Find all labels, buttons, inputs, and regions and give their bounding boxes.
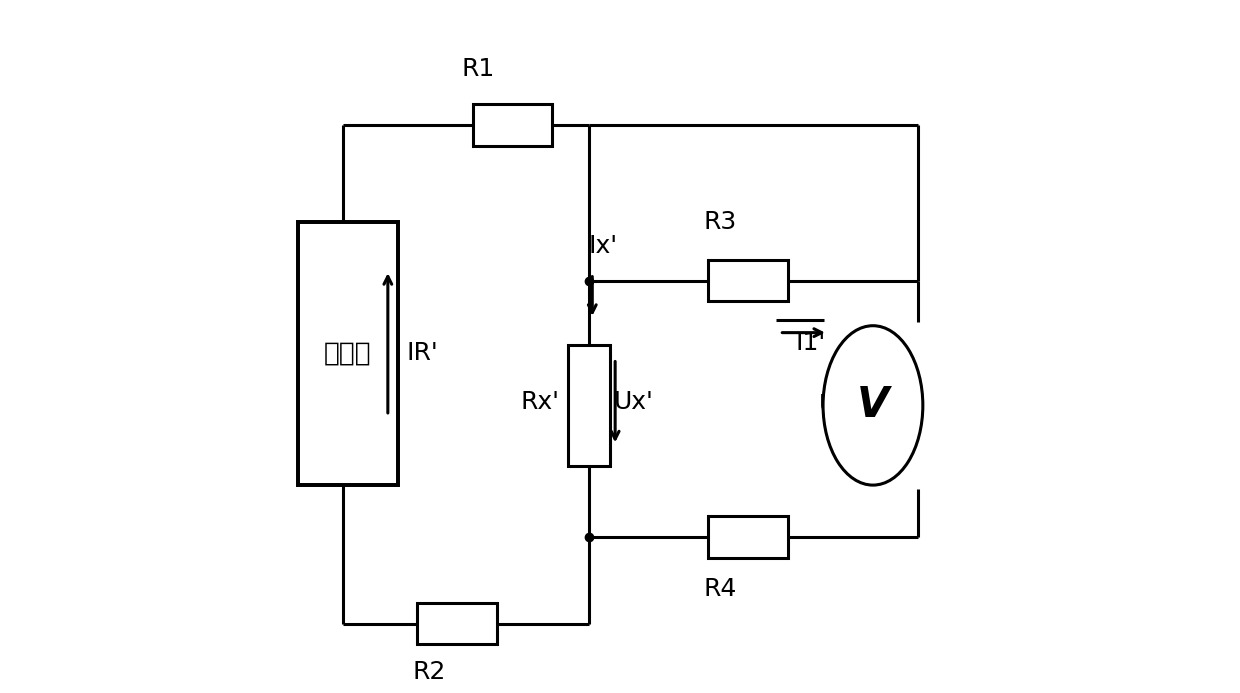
Ellipse shape: [823, 326, 923, 485]
Text: Rx': Rx': [521, 390, 559, 414]
Text: R3: R3: [704, 210, 737, 234]
Text: IR': IR': [407, 342, 439, 365]
Bar: [568, 345, 610, 466]
Text: 电流源: 电流源: [324, 340, 372, 367]
Text: U: U: [818, 394, 837, 417]
Bar: [708, 516, 789, 558]
Text: R2: R2: [413, 660, 446, 684]
Text: V: V: [857, 385, 889, 426]
Text: R4: R4: [704, 577, 737, 601]
Bar: [418, 603, 497, 644]
Bar: [472, 104, 553, 146]
Bar: [298, 222, 398, 485]
Text: Ix': Ix': [588, 234, 618, 258]
Text: I1': I1': [795, 331, 826, 355]
Text: R1: R1: [461, 58, 495, 81]
Text: Ux': Ux': [614, 390, 653, 414]
Bar: [708, 260, 789, 301]
